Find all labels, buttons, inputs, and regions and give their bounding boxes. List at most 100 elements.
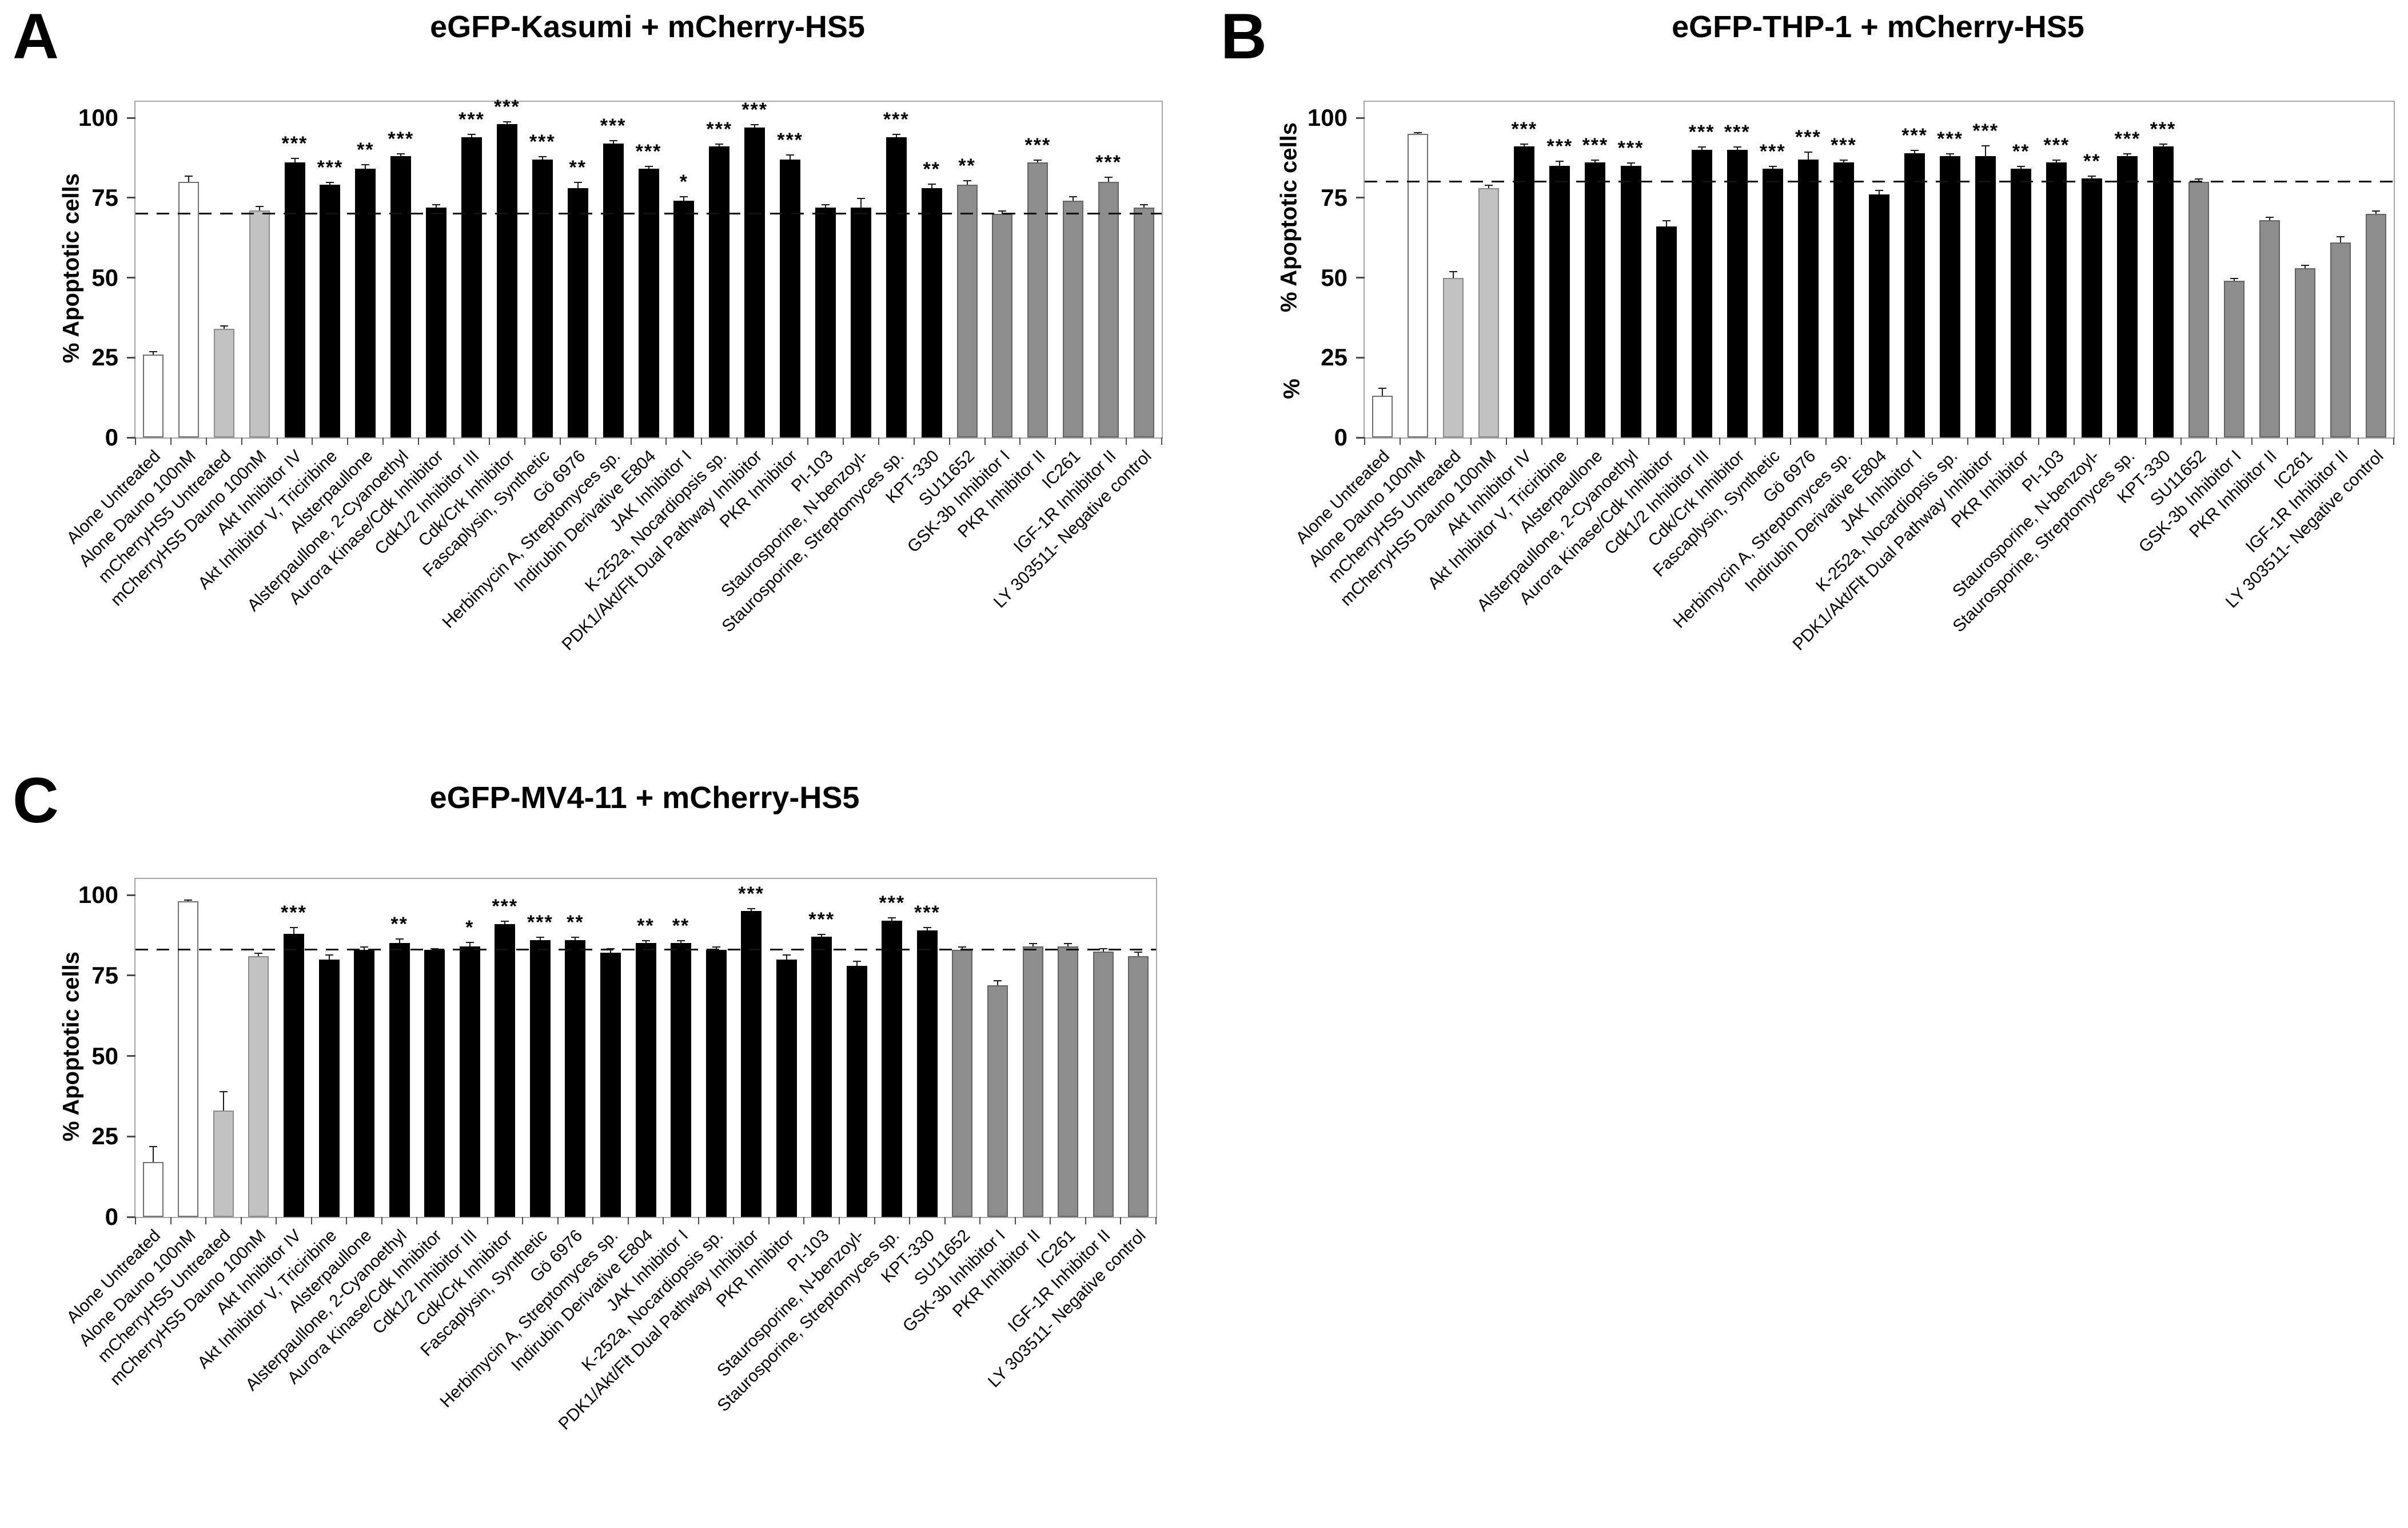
axis-tick — [2393, 437, 2394, 445]
axis-tick — [276, 1217, 277, 1224]
significance-stars: ** — [357, 139, 374, 161]
error-bar — [1985, 145, 1987, 157]
error-bar-cap — [325, 954, 333, 956]
significance-stars: *** — [741, 99, 768, 121]
bar-black — [424, 949, 445, 1217]
significance-stars: *** — [527, 912, 553, 934]
error-bar-cap — [677, 940, 685, 941]
significance-stars: *** — [1095, 152, 1122, 174]
bar-black — [916, 930, 938, 1217]
error-bar-cap — [1911, 149, 1919, 151]
bar-white — [142, 354, 164, 437]
y-axis-tick-label: 0 — [1334, 424, 1347, 451]
axis-tick — [170, 437, 172, 445]
error-bar-cap — [712, 946, 720, 948]
significance-stars: *** — [1937, 128, 1963, 150]
error-bar-cap — [715, 143, 724, 145]
bar-gray — [1098, 181, 1119, 437]
axis-tick — [1356, 356, 1365, 359]
significance-stars: *** — [317, 156, 344, 178]
axis-tick — [1896, 437, 1898, 445]
error-bar-cap — [2123, 153, 2132, 154]
error-bar — [1524, 143, 1525, 147]
error-bar-cap — [2088, 175, 2096, 177]
axis-tick — [2286, 437, 2288, 445]
axis-tick — [127, 436, 135, 439]
error-bar-cap — [998, 210, 1007, 212]
significance-stars: *** — [777, 129, 803, 152]
error-bar — [398, 938, 400, 944]
error-bar — [223, 325, 225, 329]
bar-gray — [952, 949, 973, 1217]
bar-black — [2011, 169, 2032, 437]
error-bar-cap — [923, 927, 931, 929]
axis-tick — [948, 437, 950, 445]
error-bar — [719, 143, 720, 147]
error-bar — [648, 165, 649, 169]
error-bar — [2056, 159, 2058, 163]
y-axis-tick-label: 50 — [91, 1042, 118, 1069]
significance-stars: *** — [281, 132, 308, 154]
axis-tick — [733, 1217, 735, 1224]
bar-gray — [2188, 181, 2209, 437]
bar-black — [354, 949, 375, 1217]
bar-gray — [1027, 162, 1048, 437]
bar-gray — [2365, 213, 2386, 437]
bar-black — [846, 965, 867, 1217]
bar-black — [882, 921, 903, 1217]
bar-light_gray — [248, 956, 269, 1217]
error-bar-cap — [1839, 159, 1848, 161]
error-bar-cap — [609, 140, 617, 142]
axis-tick — [1161, 437, 1162, 445]
axis-tick — [1754, 437, 1756, 445]
error-bar-cap — [501, 921, 509, 922]
axis-tick — [2003, 437, 2004, 445]
error-bar-cap — [184, 175, 193, 177]
bar-black — [529, 940, 551, 1217]
bar-black — [886, 137, 907, 437]
error-bar-cap — [1449, 271, 1458, 273]
threshold-dashed-line — [1365, 181, 2394, 183]
axis-tick — [979, 1217, 981, 1224]
axis-tick — [627, 1217, 629, 1224]
panel-a: A eGFP-Kasumi + mCherry-HS5 % Apoptotic … — [0, 0, 1201, 761]
axis-tick — [1155, 1217, 1157, 1224]
error-bar-cap — [326, 181, 334, 183]
bar-black — [744, 127, 766, 437]
error-bar — [1843, 159, 1844, 163]
bar-gray — [992, 213, 1013, 437]
error-bar-cap — [1069, 196, 1078, 197]
bar-black — [390, 156, 412, 437]
bar-black — [815, 207, 836, 437]
bar-black — [1514, 146, 1535, 437]
error-bar — [1037, 159, 1039, 163]
significance-stars: ** — [2083, 150, 2101, 172]
axis-tick — [1400, 437, 1401, 445]
axis-tick — [1719, 437, 1720, 445]
plot-area: 0 25 50 75 100 Alone Untreated Alone Dauno 100… — [63, 878, 1157, 1434]
axis-tick — [1683, 437, 1685, 445]
threshold-dashed-line — [135, 213, 1162, 215]
bar-black — [780, 159, 801, 437]
axis-tick — [205, 1217, 207, 1224]
axis-tick — [1932, 437, 1933, 445]
significance-stars: *** — [1972, 120, 1999, 142]
error-bar-cap — [2265, 217, 2274, 218]
bar-black — [495, 924, 516, 1217]
error-bar-cap — [2336, 236, 2345, 237]
error-bar — [400, 153, 402, 157]
axis-tick — [241, 437, 242, 445]
error-bar-cap — [571, 937, 580, 938]
error-bar-cap — [1982, 145, 1990, 146]
error-bar-cap — [644, 165, 653, 167]
bar-white — [178, 901, 199, 1217]
bar-black — [1585, 162, 1606, 437]
error-bar-cap — [503, 121, 511, 122]
bar-light_gray — [1443, 277, 1464, 437]
error-bar-cap — [852, 961, 861, 962]
y-axis-tick-label: 0 — [105, 1203, 118, 1230]
significance-stars: *** — [1901, 124, 1928, 146]
error-bar — [1143, 204, 1145, 208]
bar-gray — [1093, 951, 1114, 1217]
axis-tick — [768, 1217, 770, 1224]
